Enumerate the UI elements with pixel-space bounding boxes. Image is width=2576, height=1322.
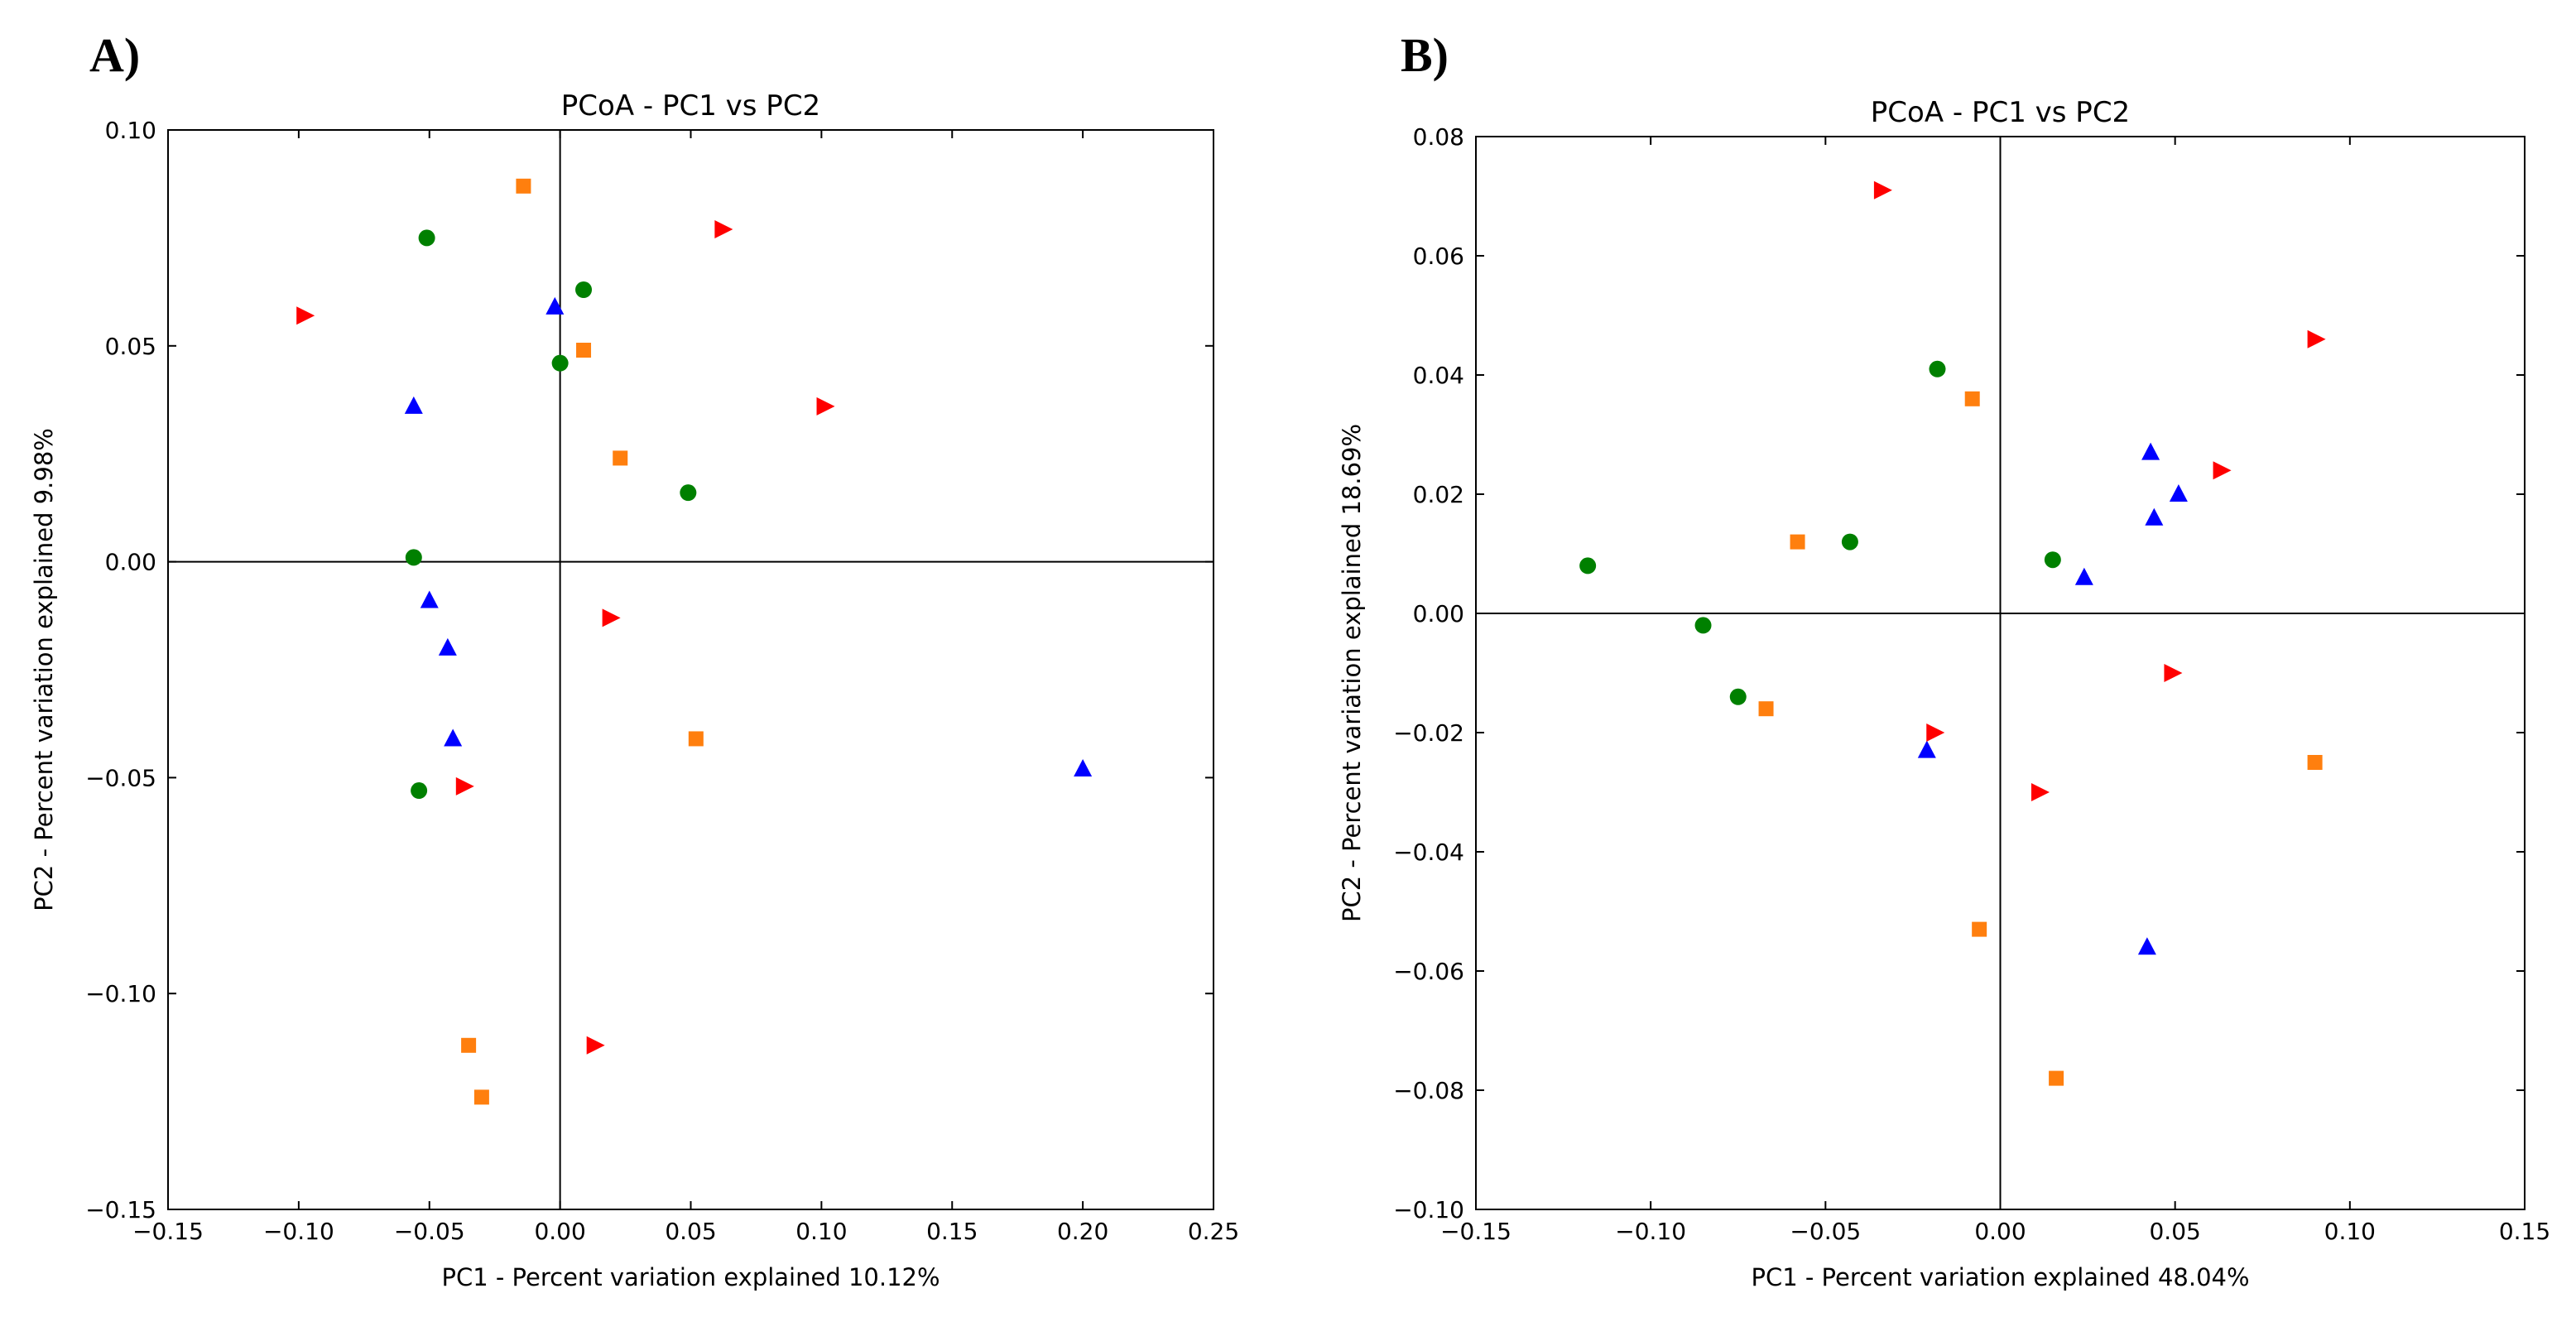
y-tick-label: 0.02 <box>1413 481 1464 508</box>
data-point-circle <box>551 354 569 372</box>
y-tick-label: 0.06 <box>1413 243 1464 270</box>
x-tick-label: −0.10 <box>263 1218 334 1245</box>
panel-b-chart: PCoA - PC1 vs PC2−0.15 −0.10 −0.05 0.00 0.05… <box>1338 96 2550 1291</box>
y-tick-label: −0.04 <box>1393 839 1464 866</box>
data-point-triangle-right <box>816 397 835 416</box>
data-point-triangle-right <box>455 776 474 796</box>
y-tick-label: −0.02 <box>1393 719 1464 747</box>
x-tick-label: 0.10 <box>795 1218 847 1245</box>
data-point-triangle-right <box>1873 180 1892 200</box>
data-point-triangle-up <box>2137 937 2156 955</box>
y-axis-label: PC2 - Percent variation explained 18.69% <box>1338 424 1366 922</box>
data-point-square <box>1972 921 1987 937</box>
y-tick-label: 0.04 <box>1413 362 1464 389</box>
data-point-triangle-right <box>1926 723 1945 742</box>
data-point-circle <box>1729 688 1747 705</box>
data-point-circle <box>575 281 593 298</box>
y-tick-label: 0.00 <box>105 549 156 576</box>
x-tick-label: −0.15 <box>132 1218 204 1245</box>
y-tick-label: −0.10 <box>1393 1196 1464 1223</box>
x-tick-label: 0.15 <box>2499 1218 2550 1245</box>
data-point-square <box>1758 701 1774 717</box>
data-point-triangle-right <box>2307 329 2326 349</box>
y-tick-label: −0.08 <box>1393 1077 1464 1104</box>
data-point-circle <box>418 229 435 247</box>
x-tick-label: 0.00 <box>534 1218 585 1245</box>
data-point-triangle-up <box>404 396 423 414</box>
y-tick-label: 0.10 <box>105 117 156 144</box>
data-point-triangle-right <box>296 306 315 325</box>
data-point-circle <box>2044 551 2061 569</box>
data-point-square <box>688 731 704 747</box>
data-point-triangle-up <box>2169 484 2188 502</box>
panel-b-letter: B) <box>1401 28 1449 82</box>
x-tick-label: 0.05 <box>2149 1218 2200 1245</box>
data-point-triangle-up <box>1917 740 1936 758</box>
data-point-triangle-up <box>545 296 565 315</box>
chart-title: PCoA - PC1 vs PC2 <box>1871 96 2130 129</box>
y-axis-label: PC2 - Percent variation explained 9.98% <box>30 428 58 911</box>
data-point-triangle-right <box>2213 461 2232 480</box>
data-point-square <box>473 1089 489 1105</box>
data-point-square <box>576 343 592 358</box>
y-tick-label: 0.05 <box>105 333 156 360</box>
data-point-triangle-up <box>2141 442 2160 460</box>
x-tick-label: 0.10 <box>2324 1218 2376 1245</box>
panel-a-chart: PCoA - PC1 vs PC2 −0.15 −0.10 −0.05 0.00 0.05… <box>30 89 1239 1291</box>
data-point-circle <box>411 782 428 800</box>
x-tick-label: −0.05 <box>394 1218 465 1245</box>
plot-frame <box>167 129 1214 1210</box>
x-axis-label: PC1 - Percent variation explained 10.12% <box>441 1263 940 1291</box>
data-point-square <box>1790 534 1805 550</box>
data-point-triangle-right <box>602 608 621 627</box>
data-point-circle <box>1694 617 1712 634</box>
x-axis-label: PC1 - Percent variation explained 48.04% <box>1751 1263 2249 1291</box>
x-tick-label: 0.20 <box>1057 1218 1108 1245</box>
y-tick-label: −0.10 <box>85 980 156 1007</box>
x-tick-label: −0.10 <box>1615 1218 1686 1245</box>
chart-title: PCoA - PC1 vs PC2 <box>561 89 820 123</box>
y-tick-label: −0.15 <box>85 1196 156 1223</box>
y-tick-label: 0.08 <box>1413 123 1464 151</box>
x-tick-label: −0.15 <box>1440 1218 1511 1245</box>
y-tick-label: 0.00 <box>1413 600 1464 627</box>
data-point-triangle-up <box>438 637 457 656</box>
y-tick-label: −0.05 <box>85 764 156 791</box>
x-tick-label: 0.05 <box>665 1218 716 1245</box>
x-tick-label: −0.05 <box>1790 1218 1861 1245</box>
x-tick-label: 0.15 <box>926 1218 978 1245</box>
data-point-triangle-right <box>2164 664 2183 682</box>
data-point-triangle-right <box>586 1036 605 1055</box>
data-point-triangle-right <box>2031 783 2050 801</box>
data-point-circle <box>1841 533 1858 550</box>
panel-a-letter: A) <box>89 28 140 82</box>
x-tick-label: 0.00 <box>1974 1218 2026 1245</box>
data-point-square <box>1964 391 1980 406</box>
data-point-triangle-up <box>420 590 439 608</box>
data-point-circle <box>1579 557 1597 574</box>
data-point-circle <box>680 484 697 502</box>
data-point-square <box>516 178 531 194</box>
data-point-triangle-up <box>444 728 463 747</box>
data-point-square <box>2307 755 2323 770</box>
data-point-triangle-right <box>714 219 733 238</box>
y-tick-label: −0.06 <box>1393 958 1464 985</box>
data-point-triangle-up <box>2145 507 2164 526</box>
data-point-square <box>2049 1070 2064 1086</box>
data-point-triangle-up <box>2074 567 2093 585</box>
data-point-circle <box>405 549 422 566</box>
data-point-circle <box>1929 360 1946 377</box>
data-point-triangle-up <box>1074 758 1093 776</box>
data-point-square <box>461 1037 477 1053</box>
x-tick-label: 0.25 <box>1188 1218 1239 1245</box>
data-point-square <box>613 450 628 466</box>
